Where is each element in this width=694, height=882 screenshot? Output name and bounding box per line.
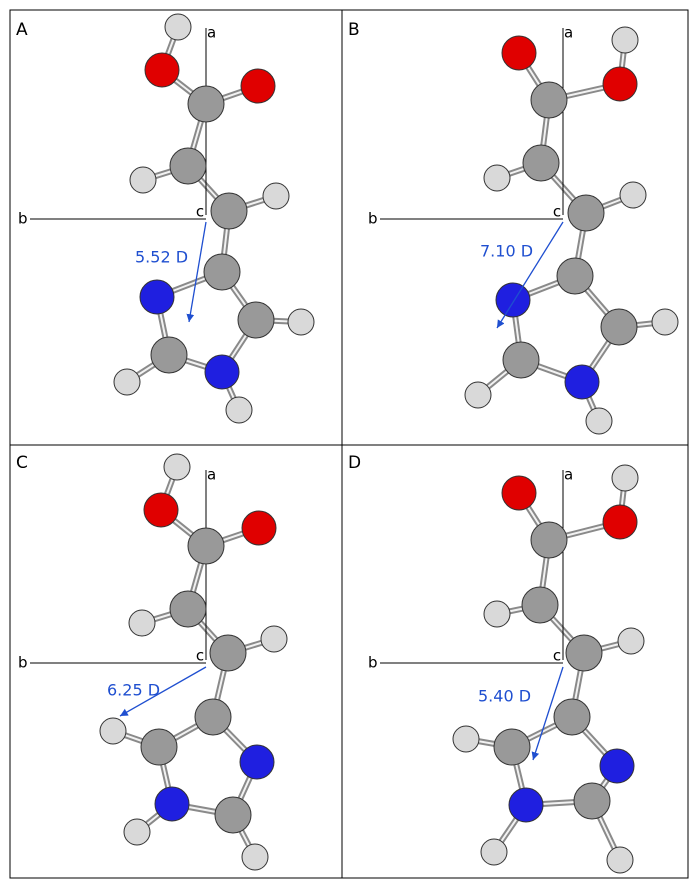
atom (603, 67, 637, 101)
atom (165, 14, 191, 40)
molecule-panel: Ca b c 6.25 D (16, 453, 287, 870)
atom (522, 587, 558, 623)
atom (502, 476, 536, 510)
axis-c-label: c (196, 647, 204, 665)
panel-label: A (16, 20, 28, 40)
atom (586, 408, 612, 434)
atom (210, 635, 246, 671)
atom (226, 397, 252, 423)
atom (238, 302, 274, 338)
atom (523, 145, 559, 181)
axis-a-label: a (564, 24, 573, 42)
dipole-label: 7.10 D (480, 242, 533, 261)
atom (484, 601, 510, 627)
atom (155, 787, 189, 821)
axis-a-label: a (564, 466, 573, 484)
dipole-label: 6.25 D (107, 681, 160, 700)
molecule-panel: Da b c 5.40 D (348, 453, 644, 873)
atom (211, 193, 247, 229)
atom (618, 628, 644, 654)
axis-c-label: c (553, 647, 561, 665)
atom (130, 167, 156, 193)
atom (188, 86, 224, 122)
dipole-arrow (497, 222, 563, 328)
atom (554, 699, 590, 735)
atom (509, 788, 543, 822)
atom (241, 69, 275, 103)
dipole-label: 5.40 D (478, 687, 531, 706)
axis-b-label: b (368, 210, 378, 228)
atom (568, 195, 604, 231)
atom (100, 718, 126, 744)
atom (204, 254, 240, 290)
atom (612, 27, 638, 53)
atom (481, 839, 507, 865)
atom (600, 749, 634, 783)
atom (170, 148, 206, 184)
atom (453, 726, 479, 752)
atom (144, 493, 178, 527)
atom (124, 819, 150, 845)
axis-a-label: a (207, 24, 216, 42)
atom (288, 309, 314, 335)
atom (557, 258, 593, 294)
frame (10, 10, 688, 878)
atom (652, 309, 678, 335)
atom (129, 610, 155, 636)
atom (465, 382, 491, 408)
atom (205, 355, 239, 389)
atom (496, 283, 530, 317)
atom (566, 635, 602, 671)
atom (531, 82, 567, 118)
atom (502, 36, 536, 70)
atom (484, 165, 510, 191)
dipole-label: 5.52 D (135, 248, 188, 267)
atom (601, 309, 637, 345)
atom (503, 342, 539, 378)
atom (607, 847, 633, 873)
atom (261, 626, 287, 652)
atom (603, 505, 637, 539)
atom (145, 53, 179, 87)
atom (494, 729, 530, 765)
atom (242, 511, 276, 545)
atom (565, 365, 599, 399)
panel-label: B (348, 20, 360, 40)
atom (114, 369, 140, 395)
axis-b-label: b (18, 210, 28, 228)
atom (531, 522, 567, 558)
axis-c-label: c (553, 203, 561, 221)
atom (242, 844, 268, 870)
dipole-arrow (189, 222, 206, 322)
atom (151, 337, 187, 373)
atom (612, 465, 638, 491)
atom (240, 745, 274, 779)
axis-a-label: a (207, 466, 216, 484)
panel-label: D (348, 453, 361, 473)
axis-b-label: b (368, 654, 378, 672)
atom (164, 454, 190, 480)
atom (215, 797, 251, 833)
axis-c-label: c (196, 203, 204, 221)
panel-label: C (16, 453, 28, 473)
atom (170, 591, 206, 627)
atom (141, 729, 177, 765)
atom (140, 280, 174, 314)
atom (620, 182, 646, 208)
atom (188, 528, 224, 564)
atom (195, 699, 231, 735)
axis-b-label: b (18, 654, 28, 672)
atom (263, 183, 289, 209)
atom (574, 783, 610, 819)
figure: Aa b c 5.52 D Ba b c 7.10 D Ca b c 6.25 D Da b c 5.40 D (0, 0, 694, 882)
